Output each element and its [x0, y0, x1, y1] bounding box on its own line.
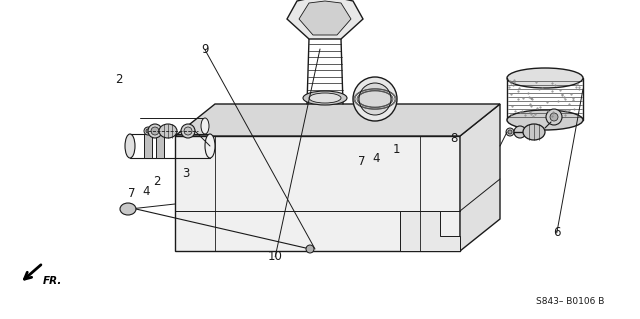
Ellipse shape	[306, 245, 314, 253]
Ellipse shape	[353, 77, 397, 121]
Text: 10: 10	[268, 250, 283, 263]
Text: 8: 8	[451, 132, 458, 145]
Text: 7: 7	[128, 187, 136, 200]
Polygon shape	[175, 104, 500, 136]
Polygon shape	[156, 134, 164, 158]
Ellipse shape	[309, 93, 341, 103]
Ellipse shape	[146, 129, 150, 133]
Text: 2: 2	[115, 73, 122, 86]
Ellipse shape	[507, 68, 583, 88]
Ellipse shape	[159, 124, 177, 138]
Ellipse shape	[201, 118, 209, 134]
Ellipse shape	[523, 124, 545, 140]
Polygon shape	[287, 0, 363, 39]
Text: 6: 6	[553, 226, 561, 239]
Ellipse shape	[184, 127, 192, 135]
Ellipse shape	[359, 83, 391, 115]
Ellipse shape	[120, 203, 136, 215]
Text: FR.: FR.	[43, 276, 62, 286]
Text: 7: 7	[358, 155, 366, 168]
Ellipse shape	[514, 126, 526, 138]
Ellipse shape	[148, 124, 162, 138]
Ellipse shape	[303, 91, 347, 105]
Text: 4: 4	[142, 185, 150, 198]
Text: 2: 2	[153, 175, 161, 188]
Ellipse shape	[507, 110, 583, 130]
Text: 4: 4	[372, 152, 380, 165]
Text: S843– B0106 B: S843– B0106 B	[536, 296, 604, 306]
Ellipse shape	[550, 113, 558, 121]
Text: 1: 1	[393, 144, 401, 156]
Ellipse shape	[205, 134, 215, 158]
Text: 3: 3	[182, 167, 189, 180]
Ellipse shape	[181, 124, 195, 138]
Ellipse shape	[546, 109, 562, 125]
Ellipse shape	[506, 128, 514, 136]
Polygon shape	[299, 1, 351, 35]
Ellipse shape	[508, 130, 512, 134]
Polygon shape	[175, 136, 460, 251]
Polygon shape	[144, 134, 152, 158]
Ellipse shape	[151, 127, 159, 135]
Polygon shape	[400, 211, 460, 251]
Polygon shape	[460, 104, 500, 251]
Ellipse shape	[144, 127, 152, 135]
Ellipse shape	[125, 134, 135, 158]
Text: 9: 9	[201, 43, 209, 56]
